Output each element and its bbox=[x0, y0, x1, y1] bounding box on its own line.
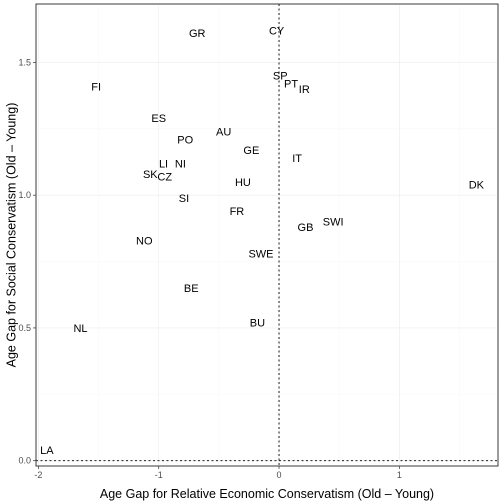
x-tick-label: 0 bbox=[277, 470, 282, 480]
point-label: ES bbox=[151, 113, 166, 125]
reference-lines bbox=[36, 4, 498, 466]
point-label: PO bbox=[177, 134, 193, 146]
x-axis: -2 -1 0 1 bbox=[34, 466, 402, 480]
x-tick-label: -1 bbox=[155, 470, 163, 480]
y-axis-title: Age Gap for Social Conservatism (Old – Y… bbox=[4, 103, 18, 368]
point-label: SI bbox=[179, 193, 189, 205]
point-label: HU bbox=[235, 177, 251, 189]
y-tick-label: 1.5 bbox=[18, 57, 31, 67]
point-label: IT bbox=[292, 153, 302, 165]
y-axis: 0.0 0.5 1.0 1.5 bbox=[18, 57, 36, 466]
plot-frame bbox=[35, 3, 499, 467]
point-label: BE bbox=[184, 283, 199, 295]
x-axis-title: Age Gap for Relative Economic Conservati… bbox=[100, 487, 434, 501]
point-label: SP bbox=[273, 71, 288, 83]
point-label: SWI bbox=[323, 217, 344, 229]
point-label: CY bbox=[269, 26, 285, 38]
point-label: LA bbox=[40, 445, 54, 457]
plot-border bbox=[35, 3, 499, 467]
point-label: LI bbox=[159, 158, 168, 170]
point-label: BU bbox=[250, 318, 265, 330]
point-label: GR bbox=[189, 28, 206, 40]
point-label: NI bbox=[175, 158, 186, 170]
point-label: IR bbox=[299, 84, 310, 96]
y-tick-label: 0.5 bbox=[18, 323, 31, 333]
point-label: SWE bbox=[248, 249, 273, 261]
y-tick-label: 0.0 bbox=[18, 456, 31, 466]
point-label: AU bbox=[216, 126, 231, 138]
y-tick-label: 1.0 bbox=[18, 190, 31, 200]
point-label: NO bbox=[136, 235, 153, 247]
point-label: FR bbox=[230, 206, 245, 218]
point-label: CZ bbox=[157, 172, 172, 184]
x-tick-label: 1 bbox=[397, 470, 402, 480]
plot-panel bbox=[35, 3, 499, 467]
point-label: FI bbox=[91, 81, 101, 93]
point-label: GB bbox=[298, 222, 314, 234]
point-label: NL bbox=[73, 323, 87, 335]
point-label: DK bbox=[469, 180, 485, 192]
point-label: GE bbox=[243, 145, 259, 157]
point-label: PT bbox=[284, 79, 298, 91]
x-tick-label: -2 bbox=[34, 470, 42, 480]
point-label: SK bbox=[143, 169, 158, 181]
